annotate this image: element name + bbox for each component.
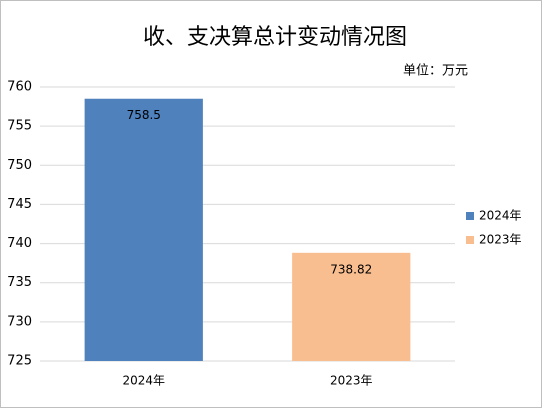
y-tick-label: 740	[7, 236, 32, 251]
x-tick-label: 2023年	[330, 374, 373, 388]
bar	[292, 252, 411, 361]
y-tick-label: 745	[7, 197, 32, 212]
bar	[84, 98, 203, 361]
y-tick-label: 755	[7, 119, 32, 134]
y-tick-label: 725	[7, 354, 32, 369]
y-tick-label: 730	[7, 314, 32, 329]
legend-swatch	[466, 212, 474, 220]
y-tick-label: 735	[7, 275, 32, 290]
x-tick-label: 2024年	[122, 374, 165, 388]
unit-label: 单位：万元	[403, 64, 468, 79]
legend-label: 2024年	[479, 209, 522, 223]
y-tick-label: 750	[7, 158, 32, 173]
value-label: 738.82	[330, 262, 372, 276]
legend-swatch	[466, 236, 474, 244]
chart-title: 收、支决算总计变动情况图	[143, 25, 407, 50]
y-tick-label: 760	[7, 80, 32, 95]
value-label: 758.5	[127, 108, 161, 122]
legend-label: 2023年	[479, 233, 522, 247]
